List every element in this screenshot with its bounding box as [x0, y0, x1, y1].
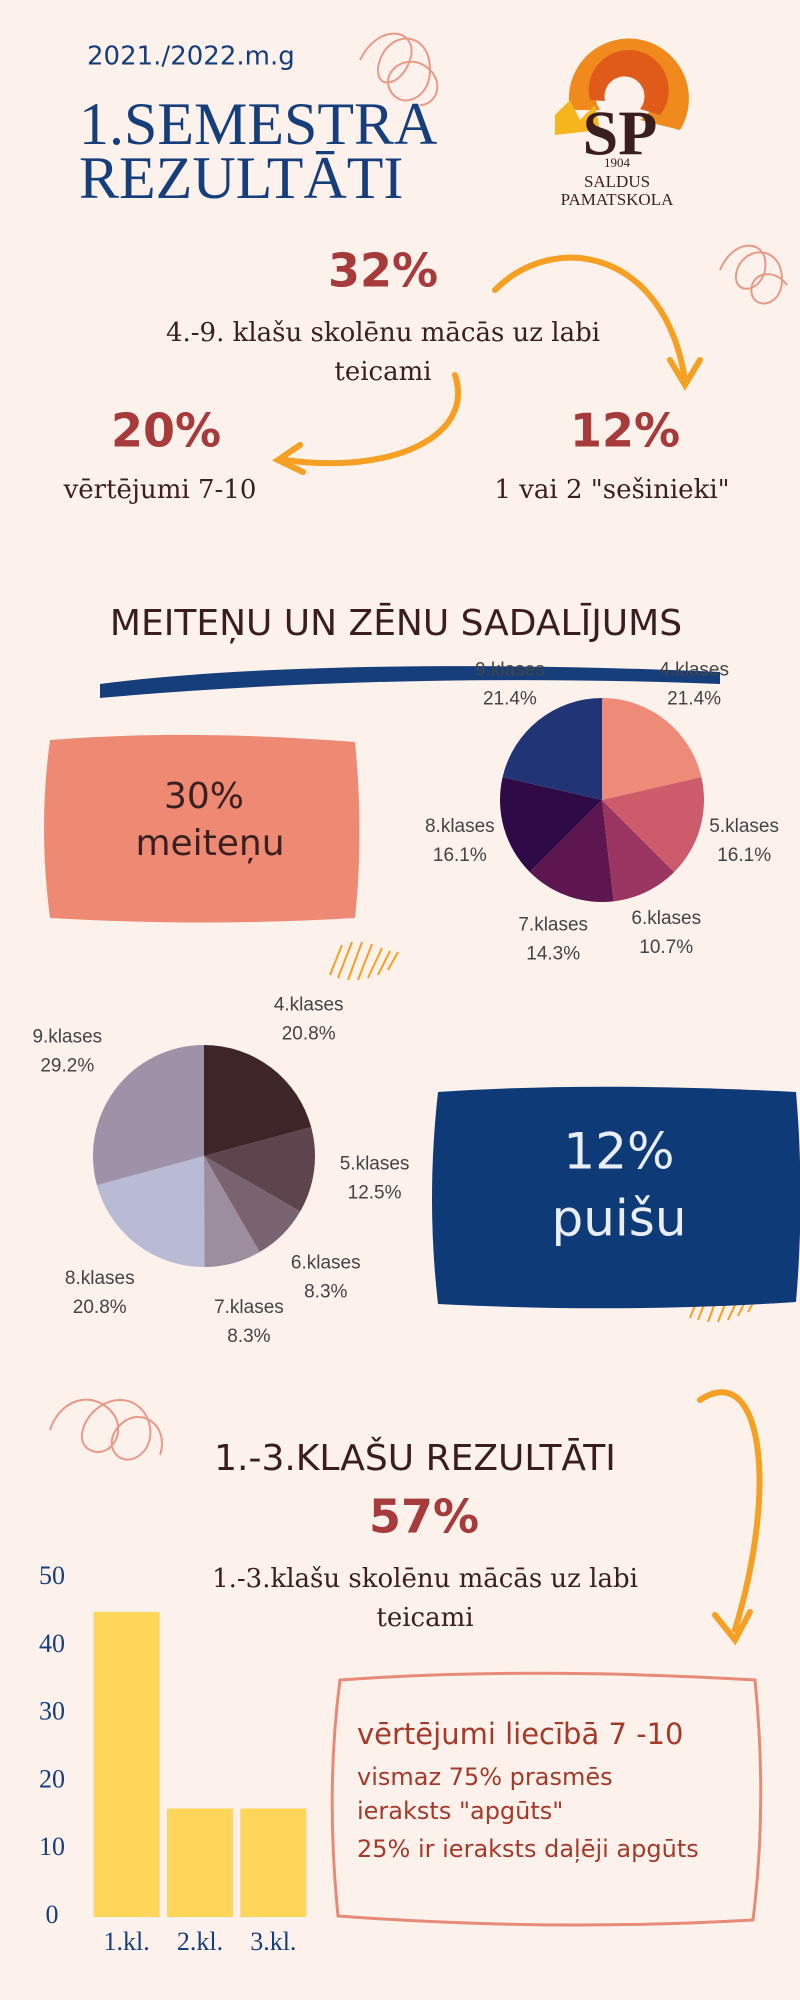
logo-text: 1904 [604, 155, 631, 170]
section-title: MEITEŅU UN ZĒNU SADALĪJUMS [110, 603, 682, 644]
note-text: 25% ir ieraksts daļēji apgūts [357, 1835, 699, 1863]
pie-slice [204, 1127, 316, 1212]
section-text: 1.-3.klašu skolēnu mācās uz labi [212, 1564, 638, 1594]
y-tick-label: 20 [39, 1764, 65, 1793]
logo-text: PAMATSKOLA [561, 190, 674, 209]
boys-value: 12% [563, 1123, 674, 1181]
slice-value: 21.4% [667, 688, 721, 709]
pie-slice [602, 698, 702, 800]
bar [167, 1808, 233, 1917]
girls-label: meiteņu [135, 823, 284, 864]
x-tick-label: 3.kl. [250, 1927, 296, 1956]
stat-text: vērtējumi 7-10 [63, 475, 257, 505]
svg-text:SP: SP [583, 98, 658, 169]
title: REZULTĀTI [79, 145, 403, 211]
arrows [272, 254, 763, 1646]
pie-slice [602, 777, 704, 873]
slice-label: 6.klases [631, 908, 701, 929]
slice-label: 7.klases [214, 1297, 284, 1318]
y-tick-label: 0 [46, 1900, 59, 1929]
slice-label: 4.klases [274, 994, 344, 1015]
slice-value: 20.8% [73, 1297, 127, 1318]
note-text: vismaz 75% prasmēs [357, 1763, 613, 1791]
y-tick-label: 10 [39, 1832, 65, 1861]
note-title: vērtējumi liecībā 7 -10 [357, 1717, 684, 1751]
slice-label: 5.klases [709, 816, 779, 837]
stat-text: teicami [334, 357, 431, 387]
logo: SP 1904 SALDUS PAMATSKOLA [555, 38, 689, 209]
year: 2021./2022.m.g [87, 42, 295, 72]
slice-value: 20.8% [282, 1023, 336, 1044]
slice-label: 9.klases [32, 1027, 102, 1048]
slice-value: 12.5% [348, 1182, 402, 1203]
note-box [330, 1671, 763, 1927]
slice-value: 10.7% [639, 937, 693, 958]
slice-label: 6.klases [291, 1253, 361, 1274]
pie-slice [500, 777, 602, 873]
pie-slice [96, 1156, 205, 1267]
pie-slice [602, 800, 675, 902]
title: 1.SEMESTRA [79, 91, 437, 157]
stat-value: 32% [328, 244, 438, 298]
slice-value: 21.4% [483, 688, 537, 709]
pie-slice [529, 800, 614, 903]
stat-text: 1 vai 2 "sešinieki" [494, 475, 729, 505]
slice-value: 8.3% [304, 1282, 347, 1303]
y-tick-label: 30 [39, 1697, 65, 1726]
girls-box [44, 734, 360, 923]
bar [240, 1808, 307, 1917]
note-text: ieraksts "apgūts" [357, 1797, 563, 1825]
stat-value: 20% [111, 404, 221, 458]
underline [100, 666, 720, 698]
slice-value: 29.2% [40, 1056, 94, 1077]
boys-box [432, 1086, 800, 1309]
pie-slice [204, 1156, 260, 1267]
y-tick-label: 50 [39, 1561, 65, 1590]
slice-value: 8.3% [227, 1326, 270, 1347]
pie-slice [92, 1045, 204, 1186]
section-title: 1.-3.KLAŠU REZULTĀTI [214, 1437, 616, 1479]
x-tick-label: 2.kl. [177, 1927, 223, 1956]
stat-text: 4.-9. klašu skolēnu mācās uz labi [166, 318, 600, 348]
slice-value: 14.3% [526, 944, 580, 965]
slice-value: 16.1% [433, 845, 487, 866]
slice-label: 5.klases [340, 1153, 410, 1174]
pie-slice [204, 1045, 312, 1156]
slice-label: 4.klases [659, 659, 729, 680]
pie-slice [502, 698, 602, 800]
decoration [49, 32, 788, 1461]
slice-label: 9.klases [475, 659, 545, 680]
x-tick-label: 1.kl. [104, 1927, 150, 1956]
logo-text: SALDUS [584, 172, 650, 191]
stat-value: 12% [570, 404, 680, 458]
y-tick-label: 40 [39, 1629, 65, 1658]
pie-slice [204, 1156, 301, 1253]
section-text: teicami [376, 1603, 473, 1633]
boys-label: puišu [551, 1190, 686, 1248]
girls-value: 30% [164, 776, 244, 817]
section-value: 57% [369, 1490, 479, 1544]
slice-label: 8.klases [425, 816, 495, 837]
slice-label: 8.klases [65, 1268, 135, 1289]
slice-value: 16.1% [717, 845, 771, 866]
slice-label: 7.klases [518, 915, 588, 936]
bar [93, 1611, 160, 1917]
